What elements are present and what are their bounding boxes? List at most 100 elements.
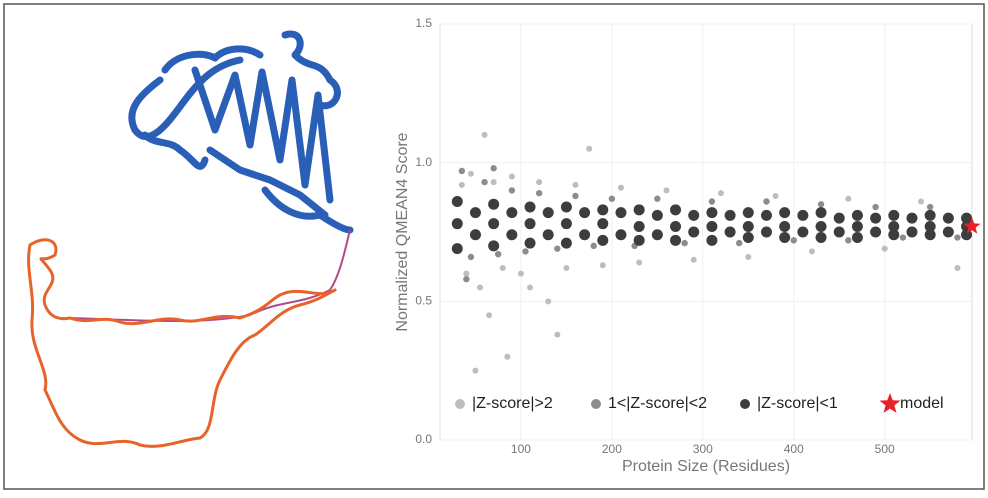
point xyxy=(463,275,470,283)
x-axis-label: Protein Size (Residues) xyxy=(622,458,790,475)
x-tick-label: 100 xyxy=(511,442,531,456)
point xyxy=(495,250,502,258)
point xyxy=(608,195,616,202)
point xyxy=(924,220,936,232)
point xyxy=(554,331,561,338)
point xyxy=(597,234,609,246)
point xyxy=(486,312,493,319)
point xyxy=(490,179,497,186)
point xyxy=(815,207,827,219)
point xyxy=(560,218,572,230)
point xyxy=(469,229,481,241)
point xyxy=(554,245,561,252)
point xyxy=(615,229,627,241)
protein-structure xyxy=(27,30,354,448)
point xyxy=(724,209,736,221)
y-tick-label: 1.0 xyxy=(415,155,432,169)
point xyxy=(742,207,754,219)
point xyxy=(870,212,882,224)
point xyxy=(735,239,743,247)
point xyxy=(760,226,772,238)
point xyxy=(617,184,624,191)
point xyxy=(881,245,888,252)
y-tick-label: 0.5 xyxy=(415,294,432,308)
point xyxy=(706,234,718,246)
legend-label: model xyxy=(900,395,944,412)
point xyxy=(888,209,900,221)
point xyxy=(536,179,543,186)
point xyxy=(615,207,627,219)
point xyxy=(572,181,579,188)
point xyxy=(560,237,572,249)
point xyxy=(688,226,700,238)
point xyxy=(469,207,481,219)
point xyxy=(654,195,661,202)
point xyxy=(663,187,670,194)
point xyxy=(954,234,961,241)
point xyxy=(670,220,682,232)
point xyxy=(508,187,516,194)
point xyxy=(742,220,754,232)
point xyxy=(542,207,554,219)
point xyxy=(888,220,900,232)
point xyxy=(851,209,863,221)
point xyxy=(851,220,863,232)
point xyxy=(797,226,809,238)
point xyxy=(535,189,543,197)
point xyxy=(572,192,579,200)
point xyxy=(670,234,682,246)
point xyxy=(542,229,554,241)
point xyxy=(724,226,736,238)
point xyxy=(586,145,593,152)
point xyxy=(524,218,536,230)
point xyxy=(906,212,918,224)
point xyxy=(467,170,474,177)
point xyxy=(815,220,827,232)
point xyxy=(924,209,936,221)
point xyxy=(599,262,606,269)
legend-label: |Z-score|<1 xyxy=(757,395,838,412)
point xyxy=(633,234,645,246)
point xyxy=(688,209,700,221)
point xyxy=(790,237,797,244)
point xyxy=(633,220,645,232)
point xyxy=(797,209,809,221)
point xyxy=(524,201,536,213)
point xyxy=(888,229,900,241)
point xyxy=(636,259,643,266)
point xyxy=(506,229,518,241)
point xyxy=(718,190,725,197)
point xyxy=(451,243,463,255)
point xyxy=(926,203,934,211)
point xyxy=(906,226,918,238)
point xyxy=(651,209,663,221)
point xyxy=(560,201,572,213)
point xyxy=(779,232,791,244)
point xyxy=(527,284,534,291)
point xyxy=(651,229,663,241)
point xyxy=(779,207,791,219)
point xyxy=(760,209,772,221)
point xyxy=(579,207,591,219)
point xyxy=(522,248,529,255)
point xyxy=(458,181,465,188)
point xyxy=(954,265,961,272)
point xyxy=(845,195,852,202)
legend-marker xyxy=(740,399,750,409)
point xyxy=(942,212,954,224)
point xyxy=(488,218,500,230)
point xyxy=(467,253,475,261)
point xyxy=(845,237,852,244)
point xyxy=(633,204,645,216)
model-point xyxy=(963,217,981,234)
point xyxy=(563,265,570,272)
point xyxy=(708,198,716,205)
legend-marker xyxy=(455,399,465,409)
point xyxy=(458,167,466,175)
point xyxy=(872,203,879,211)
point xyxy=(899,234,907,241)
legend-marker xyxy=(591,399,601,409)
x-tick-label: 300 xyxy=(693,442,713,456)
point xyxy=(472,367,479,374)
